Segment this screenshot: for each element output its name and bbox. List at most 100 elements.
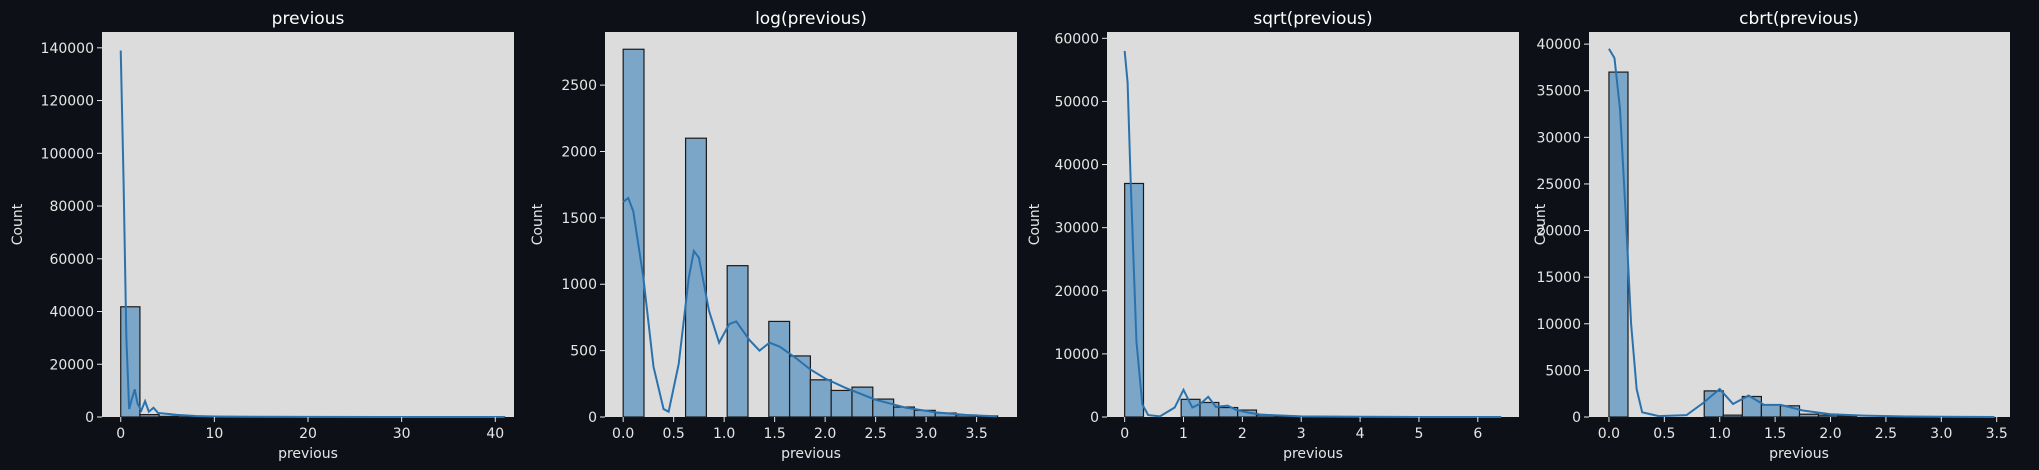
y-tick-label: 60000 [1054,31,1099,47]
histogram-bars [622,48,999,418]
x-tick-label: 0.5 [663,426,685,442]
y-ticks: 0 10000 20000 30000 40000 50000 60000 [1054,31,1107,426]
y-tick-label: 10000 [1054,347,1099,363]
histogram-bar [1760,404,1782,418]
kde-curve [1123,50,1502,418]
y-axis-label: Count [530,203,546,245]
kde-curve [119,50,505,418]
y-tick-label: 25000 [1536,177,1581,193]
x-axis-label: previous [278,446,338,462]
histogram-bar [1817,414,1839,418]
y-tick-label: 100000 [41,146,94,162]
x-ticks: 0.0 0.5 1.0 1.5 2.0 2.5 3.0 3.5 [612,417,988,442]
y-tick-label: 2000 [561,144,597,160]
kde-curve [1608,48,1995,418]
x-tick-label: 1.5 [1764,426,1786,442]
histogram-bar [1779,405,1801,418]
y-tick-label: 20000 [1536,224,1581,240]
histogram-bar [158,415,179,418]
y-tick-label: 5000 [1545,363,1581,379]
histogram-bar [809,379,832,418]
histogram-bar [139,414,160,418]
x-tick-label: 0 [116,426,125,442]
y-tick-label: 20000 [1054,284,1099,300]
y-tick-label: 2500 [561,78,597,94]
y-tick-label: 0 [85,410,94,426]
y-tick-label: 35000 [1536,84,1581,100]
x-tick-label: 0.0 [612,426,634,442]
x-tick-label: 4 [1356,426,1365,442]
y-tick-label: 15000 [1536,270,1581,286]
x-tick-label: 1 [1179,426,1188,442]
y-axis-label: Count [10,203,26,245]
y-tick-label: 40000 [1054,158,1099,174]
chart-title: sqrt(previous) [1253,9,1372,29]
chart-title: previous [272,9,345,29]
y-tick-label: 0 [588,410,597,426]
plot-area [605,32,1017,417]
histogram-bar [684,137,707,418]
x-tick-label: 3.5 [1986,426,2008,442]
plot-area [102,32,514,417]
histogram-bar [830,389,853,418]
histogram-bar [788,355,811,418]
y-tick-label: 40000 [1536,37,1581,53]
y-tick-label: 120000 [41,94,94,110]
y-axis-label: Count [1533,203,1549,245]
histogram-bar [622,48,645,418]
x-tick-label: 10 [205,426,223,442]
y-tick-label: 50000 [1054,94,1099,110]
x-tick-label: 2.0 [1819,426,1841,442]
x-tick-label: 30 [393,426,411,442]
y-tick-label: 30000 [1536,130,1581,146]
histogram-bar [1608,71,1629,418]
x-tick-label: 5 [1414,426,1423,442]
y-tick-label: 60000 [49,252,94,268]
x-ticks: 0.0 0.5 1.0 1.5 2.0 2.5 3.0 3.5 [1598,417,2008,442]
y-tick-label: 500 [570,344,597,360]
x-tick-label: 0 [1120,426,1129,442]
x-ticks: 0 10 20 30 40 [116,417,504,442]
histogram-bar [768,320,791,418]
y-tick-label: 30000 [1054,221,1099,237]
x-tick-label: 3.0 [915,426,937,442]
histogram-panel-cbrt-previous: cbrt(previous) previous Count 0.0 0.5 1.0 1… [1533,9,2010,462]
x-tick-label: 6 [1473,426,1482,442]
histogram-bar [726,265,749,418]
histogram-panel-log-previous: log(previous) previous Count 0.0 0.5 1.0 1.… [530,9,1017,462]
y-tick-label: 1000 [561,277,597,293]
histogram-bar [1722,414,1743,418]
x-tick-label: 40 [486,426,504,442]
histogram-panel-previous: previous previous Count 0 10 20 30 40 0 20000… [10,9,514,462]
histogram-bar [1741,395,1762,418]
histogram-bar [1199,401,1220,418]
y-tick-label: 0 [1090,410,1099,426]
x-axis-label: previous [1283,446,1343,462]
x-tick-label: 3.0 [1930,426,1952,442]
x-tick-label: 2.0 [814,426,836,442]
x-tick-label: 1.0 [713,426,735,442]
chart-title: cbrt(previous) [1739,9,1859,29]
chart-title: log(previous) [755,9,867,29]
x-tick-label: 2.5 [1875,426,1897,442]
x-axis-label: previous [1769,446,1829,462]
plot-area [1589,32,2010,417]
y-ticks: 0 500 1000 1500 2000 2500 [561,78,605,426]
y-tick-label: 40000 [49,305,94,321]
kde-curve [622,196,997,418]
x-tick-label: 0.5 [1653,426,1675,442]
histogram-bar [1837,415,1858,418]
y-tick-label: 10000 [1536,317,1581,333]
histogram-bar [1798,413,1820,418]
x-tick-label: 0.0 [1598,426,1620,442]
x-tick-label: 2.5 [864,426,886,442]
plot-area [1107,32,1519,417]
x-tick-label: 2 [1238,426,1247,442]
y-tick-label: 0 [1572,410,1581,426]
x-tick-label: 1.0 [1709,426,1731,442]
y-tick-label: 80000 [49,199,94,215]
x-ticks: 0 1 2 3 4 5 6 [1120,417,1482,442]
y-ticks: 0 20000 40000 60000 80000 100000 120000 140000 [41,41,102,426]
histogram-panel-sqrt-previous: sqrt(previous) previous Count 0 1 2 3 4 5 6 0 1… [1027,9,1519,462]
